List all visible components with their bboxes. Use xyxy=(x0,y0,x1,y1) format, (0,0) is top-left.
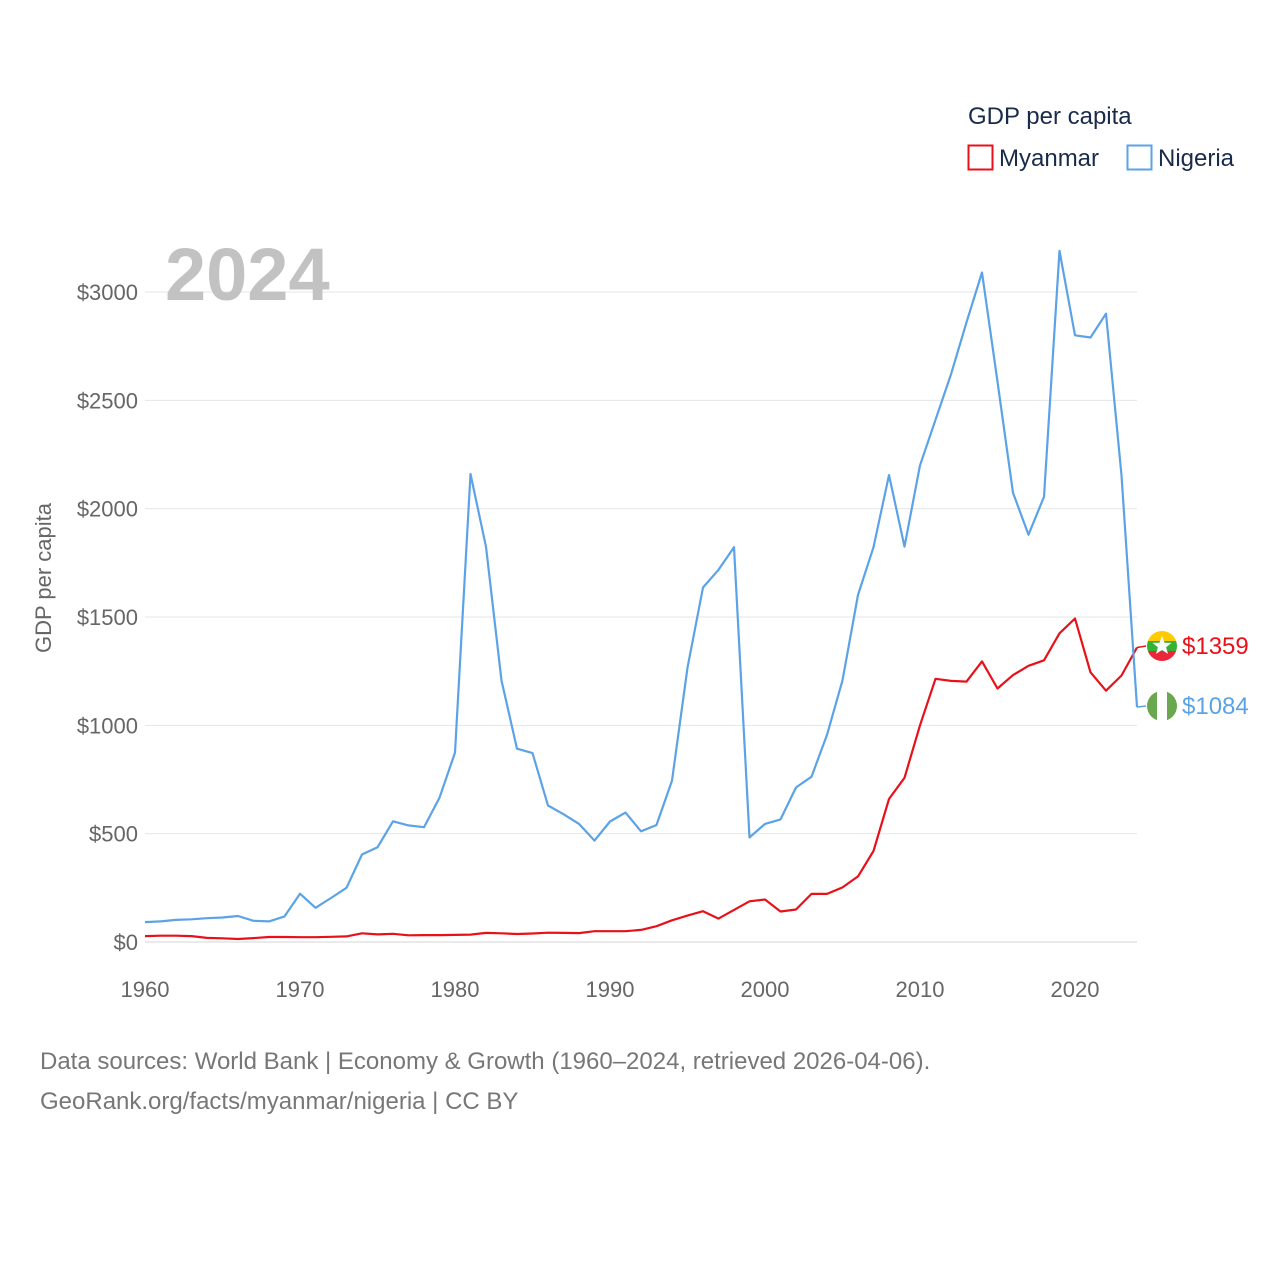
x-tick-label: 2020 xyxy=(1051,977,1100,1002)
end-label-myanmar: $1359 xyxy=(1182,633,1249,660)
y-tick-label: $3000 xyxy=(77,280,138,305)
legend-item-nigeria: Nigeria xyxy=(1126,144,1235,172)
y-tick-label: $1000 xyxy=(77,713,138,738)
end-marker-myanmar: $1359 xyxy=(1136,631,1249,661)
x-tick-label: 1990 xyxy=(586,977,635,1002)
footer-sources: Data sources: World Bank | Economy & Gro… xyxy=(40,1048,931,1075)
legend-label-myanmar: Myanmar xyxy=(999,145,1099,172)
y-tick-label: $1500 xyxy=(77,605,138,630)
nigeria-flag-icon xyxy=(1147,691,1177,721)
series-lines xyxy=(144,249,1139,941)
series-line-myanmar xyxy=(144,617,1138,941)
year-label: 2024 xyxy=(165,233,330,316)
x-tick-label: 1970 xyxy=(276,977,325,1002)
footer-attribution: GeoRank.org/facts/myanmar/nigeria | CC B… xyxy=(40,1088,519,1115)
x-tick-label: 1960 xyxy=(121,977,170,1002)
end-label-nigeria: $1084 xyxy=(1182,693,1249,720)
series-line-nigeria xyxy=(144,249,1139,924)
y-axis-label: GDP per capita xyxy=(31,502,56,653)
gridlines xyxy=(145,291,1137,943)
y-tick-label: $500 xyxy=(89,822,138,847)
end-marker-nigeria: $1084 xyxy=(1136,691,1249,721)
end-connector-nigeria xyxy=(1136,705,1147,708)
myanmar-flag-icon xyxy=(1147,631,1177,661)
y-tick-label: $2000 xyxy=(77,497,138,522)
x-tick-label: 2000 xyxy=(741,977,790,1002)
legend-swatch-nigeria xyxy=(1126,144,1153,171)
legend-label-nigeria: Nigeria xyxy=(1158,145,1235,172)
footer: Data sources: World Bank | Economy & Gro… xyxy=(40,1042,930,1122)
x-axis-ticks: 1960 1970 1980 1990 2000 2010 2020 xyxy=(121,977,1100,1002)
line-chart: $0 $500 $1000 $1500 $2000 $2500 $3000 1960 1970… xyxy=(31,103,1249,1002)
y-tick-label: $0 xyxy=(114,930,138,955)
end-connector-myanmar xyxy=(1136,645,1147,649)
y-axis-ticks: $0 $500 $1000 $1500 $2000 $2500 $3000 xyxy=(77,280,138,955)
legend-item-myanmar: Myanmar xyxy=(967,144,1099,172)
legend-title: GDP per capita xyxy=(968,103,1132,130)
x-tick-label: 2010 xyxy=(896,977,945,1002)
y-tick-label: $2500 xyxy=(77,388,138,413)
legend-swatch-myanmar xyxy=(967,144,994,171)
x-tick-label: 1980 xyxy=(431,977,480,1002)
